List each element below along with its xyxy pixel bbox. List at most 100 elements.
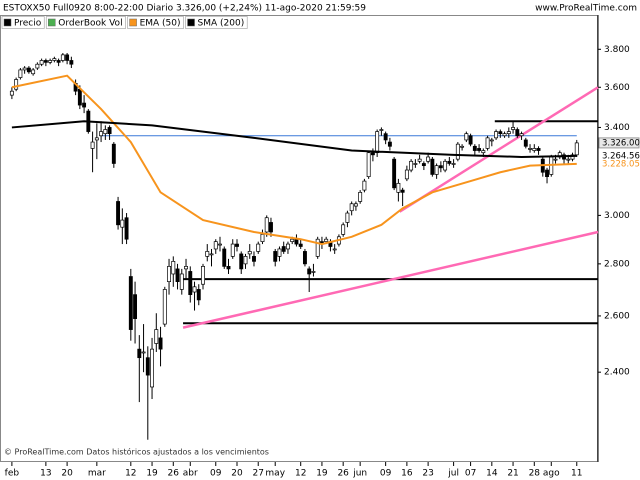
x-tick-label: jul (447, 469, 459, 479)
candle-body (472, 145, 477, 151)
candle-body (218, 243, 222, 246)
candle-body (430, 158, 435, 175)
price-flag (599, 150, 639, 161)
candle-body (31, 69, 36, 75)
candle-body (60, 54, 65, 61)
x-tick-label: 16 (401, 469, 413, 479)
candle-body (56, 60, 61, 63)
candle-body (485, 137, 490, 149)
candle-body (286, 243, 290, 250)
candle-body (519, 133, 524, 137)
price-flag (598, 137, 640, 149)
candle-body (438, 165, 443, 169)
candle-body (9, 90, 14, 96)
x-tick-label: 07 (465, 469, 476, 479)
candle-body (26, 67, 31, 73)
candle-body (511, 127, 516, 130)
x-tick-label: 27 (253, 469, 264, 479)
candle-body (281, 246, 286, 252)
candle-body (345, 212, 350, 223)
candle-body (528, 148, 532, 150)
candle-body (128, 276, 133, 330)
candle-body (52, 58, 57, 61)
candle-body (22, 67, 27, 71)
candle-body (107, 127, 112, 135)
candle-body (341, 224, 346, 235)
candle-body (290, 238, 295, 242)
candle-body (273, 251, 278, 262)
x-tick-label: 11 (571, 469, 582, 479)
legend-label: SMA (200) (198, 19, 245, 29)
legend-box (45, 16, 126, 29)
candle-body (116, 201, 121, 226)
drawn-line (182, 230, 599, 329)
candle-body (574, 142, 579, 156)
candle-body (532, 148, 537, 151)
y-tick-label: 3.600 (604, 83, 630, 93)
candle-body (120, 219, 125, 228)
candle-body (464, 133, 469, 141)
x-tick-label: jun (352, 469, 367, 479)
legend: Precio OrderBook Vol EMA (50) SMA (200) (1, 16, 248, 29)
candle-body (404, 169, 409, 180)
candle-body (256, 243, 261, 252)
candle-body (239, 253, 244, 270)
candle-body (243, 256, 248, 265)
candle-body (264, 217, 269, 233)
candle-body (413, 163, 418, 165)
candle-body (332, 248, 337, 251)
candle-body (162, 289, 167, 325)
candle-body (209, 253, 214, 256)
x-tick-label: 12 (125, 469, 136, 479)
candle-body (111, 143, 116, 164)
x-tick-label: 20 (231, 469, 243, 479)
candle-body (18, 69, 23, 78)
candle-body (82, 102, 87, 108)
candle-body (506, 131, 511, 135)
candle-body (90, 141, 95, 149)
x-tick-label: 19 (146, 469, 158, 479)
candle-body (417, 158, 422, 162)
y-tick-label: 3.000 (604, 211, 630, 221)
source: www.ProRealTime.com (535, 4, 637, 14)
x-tick-label: may (265, 469, 285, 479)
x-tick-label: abr (183, 469, 198, 479)
price-flag-label: 3.326.00 (602, 138, 640, 148)
candle-body (387, 141, 392, 147)
candle-body (502, 133, 507, 137)
y-tick-label: 3.400 (604, 123, 630, 133)
footnote: © ProRealTime.com Datos históricos ajust… (4, 447, 269, 457)
y-tick-label: 2.600 (604, 311, 630, 321)
candle-body (455, 143, 460, 160)
x-tick-label: feb (5, 469, 20, 479)
candle-body (43, 60, 48, 63)
candle-body (481, 150, 486, 154)
price-flag (599, 158, 639, 169)
candle-body (383, 133, 388, 141)
candle-body (315, 238, 320, 257)
candle-body (307, 268, 312, 275)
legend-label: OrderBook Vol (58, 19, 122, 29)
legend-box (127, 16, 184, 29)
candle-body (230, 243, 235, 257)
candle-body (133, 294, 138, 319)
candle-body (205, 251, 210, 257)
x-tick-label: 09 (210, 469, 222, 479)
candle-body (302, 251, 307, 265)
x-tick-label: 28 (529, 469, 541, 479)
candle-body (370, 152, 375, 156)
candle-body (77, 88, 82, 106)
candle-body (366, 152, 371, 178)
candle-body (145, 357, 150, 376)
legend-box (1, 16, 45, 29)
x-tick-label: 21 (507, 469, 518, 479)
candle-body (213, 241, 218, 250)
candle-body (150, 348, 154, 388)
candle-body (235, 243, 239, 247)
x-tick-label: 14 (486, 469, 498, 479)
x-tick-label: 26 (168, 469, 180, 479)
candle-body (477, 148, 482, 151)
y-tick-label: 3.800 (604, 45, 630, 55)
